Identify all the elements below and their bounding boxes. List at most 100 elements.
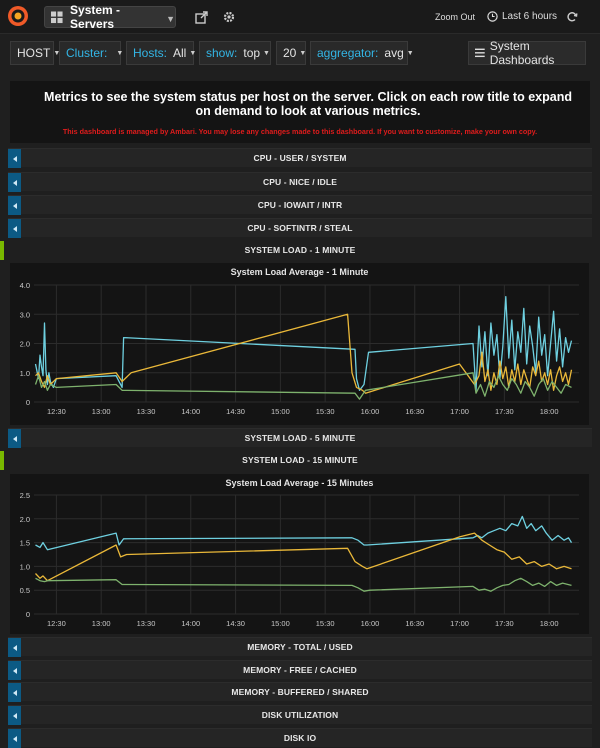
y-tick-label: 1.0 [20,369,30,378]
x-tick-label: 15:00 [271,407,290,416]
row-title[interactable]: SYSTEM LOAD - 5 MINUTE [244,433,356,443]
row-disk-utilization[interactable]: DISK UTILIZATION [8,705,592,725]
graph-panel-load-1m[interactable]: 0 1.0 2.0 3.0 4.0 12:30 13:00 13:30 14:00 14:30 15… [10,263,589,425]
dashboard-title: System - Servers [70,3,121,31]
expand-row-icon[interactable] [8,729,21,748]
expand-row-icon[interactable] [8,706,21,725]
series-line-2 [35,577,572,592]
hosts-value: All [173,46,187,60]
x-tick-label: 17:00 [450,407,469,416]
load-1m-chart[interactable]: 0 1.0 2.0 3.0 4.0 12:30 13:00 13:30 14:00 14:30 15… [10,263,589,425]
row-title[interactable]: MEMORY - BUFFERED / SHARED [231,687,369,697]
graph-panel-load-15m[interactable]: 0 0.5 1.0 1.5 2.0 2.5 12:30 13:00 13:30 14:00 14:3… [10,474,589,634]
cluster-variable[interactable]: Cluster: ▼ [59,41,124,65]
expand-row-icon[interactable] [8,638,21,657]
x-tick-label: 14:00 [181,407,200,416]
row-cpu-softintr-steal[interactable]: CPU - SOFTINTR / STEAL [8,218,592,238]
row-title[interactable]: MEMORY - FREE / CACHED [243,665,357,675]
host-label: HOST [17,46,51,60]
y-tick-label: 2.5 [20,491,30,500]
y-tick-label: 1.0 [20,562,30,571]
row-title[interactable]: DISK IO [283,733,317,743]
caret-down-icon: ▼ [116,49,124,57]
expand-row-icon[interactable] [8,173,21,192]
expand-row-icon[interactable] [8,149,21,168]
row-title[interactable]: SYSTEM LOAD - 15 MINUTE [242,455,358,465]
x-tick-label: 18:00 [540,619,559,628]
x-tick-label: 13:00 [92,619,111,628]
grafana-logo-icon[interactable] [6,4,30,28]
row-title[interactable]: DISK UTILIZATION [261,710,339,720]
count-value: 20 [283,46,297,60]
refresh-icon[interactable] [566,11,578,23]
row-system-load-15-minute[interactable]: SYSTEM LOAD - 15 MINUTE [0,451,600,470]
y-tick-label: 2.0 [20,515,30,524]
load-15m-chart[interactable]: 0 0.5 1.0 1.5 2.0 2.5 12:30 13:00 13:30 14:00 14:3… [10,474,589,634]
x-tick-label: 12:30 [47,407,66,416]
row-title[interactable]: SYSTEM LOAD - 1 MINUTE [244,245,356,255]
time-range-label: Last 6 hours [502,11,558,22]
series-line-0 [35,515,573,551]
zoom-out-button[interactable]: Zoom Out [435,12,476,22]
row-disk-io[interactable]: DISK IO [8,728,592,748]
x-tick-label: 15:30 [316,407,335,416]
row-title[interactable]: CPU - SOFTINTR / STEAL [247,223,353,233]
row-memory-free-cached[interactable]: MEMORY - FREE / CACHED [8,660,592,680]
x-tick-label: 13:30 [137,407,156,416]
expand-row-icon[interactable] [8,429,21,448]
cluster-label: Cluster: [66,46,108,60]
template-variables-bar: HOST ▼ Cluster: ▼ Hosts: All ▼ show: top ▼ 20 ▼… [0,34,600,72]
info-text-panel: Metrics to see the system status per hos… [10,81,590,143]
aggregator-label: aggregator: [317,46,379,60]
count-variable[interactable]: 20 ▼ [276,41,306,65]
y-tick-label: 2.0 [20,340,30,349]
x-tick-label: 15:30 [316,619,335,628]
row-system-load-5-minute[interactable]: SYSTEM LOAD - 5 MINUTE [8,428,592,448]
x-tick-label: 17:30 [495,407,514,416]
panel-title[interactable]: System Load Average - 15 Minutes [225,478,374,488]
row-title[interactable]: MEMORY - TOTAL / USED [247,642,353,652]
row-system-load-1-minute[interactable]: SYSTEM LOAD - 1 MINUTE [0,241,600,260]
dashboard-title-dropdown[interactable]: System - Servers ▼ [44,3,176,31]
x-tick-label: 13:30 [137,619,156,628]
hosts-variable[interactable]: Hosts: All ▼ [126,41,196,65]
managed-warning: This dashboard is managed by Ambari. You… [62,127,538,136]
caret-down-icon: ▼ [299,49,307,57]
system-dashboards-button[interactable]: System Dashboards [468,39,586,67]
show-label: show: [206,46,238,60]
row-open-marker [0,451,4,470]
share-icon[interactable] [195,10,209,24]
y-tick-label: 0.5 [20,586,30,595]
row-title[interactable]: CPU - IOWAIT / INTR [257,200,343,210]
row-cpu-iowait-intr[interactable]: CPU - IOWAIT / INTR [8,195,592,215]
expand-row-icon[interactable] [8,683,21,702]
row-cpu-user-system[interactable]: CPU - USER / SYSTEM [8,148,592,168]
y-tick-label: 1.5 [20,539,30,548]
series-line-1 [35,313,573,394]
aggregator-value: avg [384,46,404,60]
chevron-down-icon: ▼ [166,14,175,24]
caret-down-icon: ▼ [406,49,414,57]
system-dashboards-label: System Dashboards [489,39,555,67]
x-tick-label: 17:00 [450,619,469,628]
expand-row-icon[interactable] [8,219,21,238]
panel-title[interactable]: System Load Average - 1 Minute [230,267,369,277]
aggregator-variable[interactable]: aggregator: avg ▼ [310,41,414,65]
time-range-picker[interactable]: Last 6 hours [487,11,557,22]
show-variable[interactable]: show: top ▼ [199,41,271,65]
top-navbar: System - Servers ▼ Zoom Out Last 6 hours [0,0,600,34]
row-cpu-nice-idle[interactable]: CPU - NICE / IDLE [8,172,592,192]
x-tick-label: 13:00 [92,407,111,416]
host-dropdown[interactable]: HOST ▼ [10,41,60,65]
series-line-0 [34,296,573,391]
expand-row-icon[interactable] [8,196,21,215]
row-memory-buffered-shared[interactable]: MEMORY - BUFFERED / SHARED [8,682,592,702]
dashboard-grid-icon [51,10,63,23]
row-memory-total-used[interactable]: MEMORY - TOTAL / USED [8,637,592,657]
row-title[interactable]: CPU - NICE / IDLE [263,177,337,187]
row-title[interactable]: CPU - USER / SYSTEM [253,153,347,163]
x-tick-label: 16:00 [361,619,380,628]
expand-row-icon[interactable] [8,661,21,680]
gear-icon[interactable] [222,10,236,24]
x-tick-label: 17:30 [495,619,514,628]
